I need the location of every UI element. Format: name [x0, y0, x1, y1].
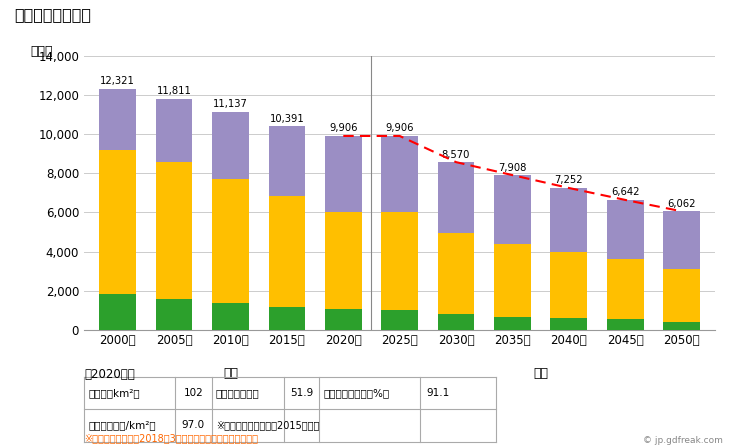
Bar: [438, 314, 475, 330]
Text: 102: 102: [183, 388, 203, 398]
Text: 昼夜間人口比率（%）: 昼夜間人口比率（%）: [323, 388, 389, 398]
Bar: [99, 150, 136, 294]
Text: 11,137: 11,137: [213, 99, 248, 109]
Text: 8,570: 8,570: [442, 149, 470, 160]
Text: 9,906: 9,906: [329, 124, 358, 133]
Text: ※昼夜間人口比率のみ2015年時点: ※昼夜間人口比率のみ2015年時点: [216, 421, 319, 430]
Text: （人）: （人）: [30, 45, 53, 58]
Legend: 0〜14歳, 15〜64歳, 65歳以上, 年齢不詳: 0〜14歳, 15〜64歳, 65歳以上, 年齢不詳: [244, 444, 492, 446]
Bar: [212, 112, 249, 178]
Text: 10,391: 10,391: [269, 114, 304, 124]
Bar: [269, 307, 305, 330]
Text: 97.0: 97.0: [182, 421, 205, 430]
Bar: [664, 269, 700, 322]
Bar: [607, 319, 644, 330]
Text: 総面積（km²）: 総面積（km²）: [88, 388, 139, 398]
Bar: [550, 252, 587, 318]
Bar: [325, 211, 361, 310]
Text: 都農町の人口推移: 都農町の人口推移: [15, 7, 91, 22]
Bar: [99, 89, 136, 150]
Text: 予測: 予測: [533, 367, 548, 380]
Bar: [155, 99, 193, 162]
Bar: [664, 322, 700, 330]
Text: 実績: 実績: [223, 367, 238, 380]
Bar: [607, 200, 644, 259]
Bar: [438, 162, 475, 233]
Text: ※図中の点線は前回2018年3月公表の「将来人口推計」の値: ※図中の点線は前回2018年3月公表の「将来人口推計」の値: [84, 433, 258, 443]
Text: 7,252: 7,252: [555, 175, 583, 186]
Text: 12,321: 12,321: [100, 76, 135, 86]
Text: 人口密度（人/km²）: 人口密度（人/km²）: [88, 421, 155, 430]
Bar: [494, 317, 531, 330]
Bar: [381, 136, 418, 211]
Text: 6,642: 6,642: [611, 187, 639, 198]
Bar: [212, 303, 249, 330]
Text: 平均年齢（歳）: 平均年齢（歳）: [216, 388, 260, 398]
Bar: [325, 136, 361, 211]
Bar: [438, 233, 475, 314]
Bar: [155, 299, 193, 330]
Bar: [607, 259, 644, 319]
Bar: [494, 175, 531, 244]
Bar: [550, 318, 587, 330]
Text: 7,908: 7,908: [499, 162, 526, 173]
Text: © jp.gdfreak.com: © jp.gdfreak.com: [643, 436, 723, 445]
Text: 《2020年》: 《2020年》: [84, 368, 135, 381]
Text: 91.1: 91.1: [426, 388, 449, 398]
Text: 51.9: 51.9: [290, 388, 313, 398]
Bar: [325, 310, 361, 330]
Bar: [381, 211, 418, 310]
Text: 6,062: 6,062: [667, 199, 696, 209]
Bar: [664, 211, 700, 269]
Bar: [269, 196, 305, 307]
Bar: [99, 294, 136, 330]
Bar: [269, 127, 305, 196]
Bar: [494, 244, 531, 317]
Bar: [381, 310, 418, 330]
Text: 9,906: 9,906: [385, 124, 414, 133]
Bar: [155, 162, 193, 299]
Bar: [550, 188, 587, 252]
Bar: [212, 178, 249, 303]
Text: 11,811: 11,811: [157, 86, 191, 96]
